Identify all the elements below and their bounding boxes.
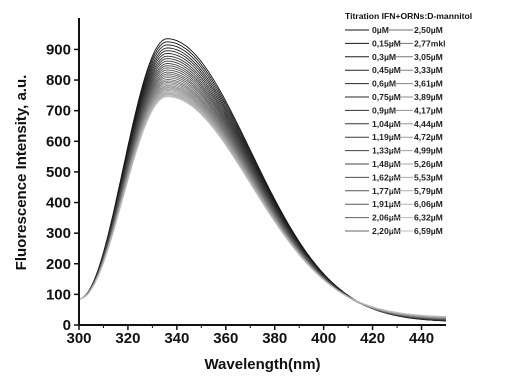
- legend-label-11: 1,62µM: [372, 172, 401, 182]
- legend-label-3: 0,45µM: [372, 65, 401, 75]
- legend-label-25: 4,99µM: [414, 146, 443, 156]
- legend-label-26: 5,26µM: [414, 159, 443, 169]
- legend-label-1: 0,15µM: [372, 38, 401, 48]
- x-tick-label: 340: [164, 330, 189, 347]
- y-tick-label: 300: [46, 225, 71, 242]
- legend-label-23: 4,44µM: [414, 119, 443, 129]
- y-tick-label: 800: [46, 72, 71, 89]
- series-line-31: [78, 96, 446, 317]
- legend-label-16: 2,50µM: [414, 25, 443, 35]
- y-tick-label: 500: [46, 164, 71, 181]
- legend-label-27: 5,53µM: [414, 172, 443, 182]
- legend-label-21: 3,89µM: [414, 92, 443, 102]
- x-tick-label: 320: [115, 330, 140, 347]
- legend-label-17: 2,77mkl: [414, 38, 446, 48]
- y-tick-label: 200: [46, 256, 71, 273]
- legend-title: Titration IFN+ORNs:D-mannitol: [345, 11, 472, 21]
- legend-label-8: 1,19µM: [372, 132, 401, 142]
- legend-label-7: 1,04µM: [372, 119, 401, 129]
- legend-label-28: 5,79µM: [414, 186, 443, 196]
- y-tick-label: 900: [46, 41, 71, 58]
- legend-label-20: 3,61µM: [414, 79, 443, 89]
- legend-label-30: 6,32µM: [414, 213, 443, 223]
- y-axis-title: Fluorescence Intensity, a.u.: [13, 75, 30, 271]
- legend-label-13: 1,91µM: [372, 199, 401, 209]
- plot-area: [78, 38, 447, 322]
- legend: Titration IFN+ORNs:D-mannitol 0µM 0,15µM 0…: [345, 11, 472, 236]
- ticks: 300 320 340 360 380 400 420 440 0 100 200 300 400 500…: [46, 41, 434, 347]
- legend-label-12: 1,77µM: [372, 186, 401, 196]
- legend-label-31: 6,59µM: [414, 226, 443, 236]
- legend-label-4: 0,6µM: [372, 79, 396, 89]
- x-tick-label: 300: [66, 330, 91, 347]
- x-tick-label: 400: [311, 330, 336, 347]
- legend-label-15: 2,20µM: [372, 226, 401, 236]
- legend-label-5: 0,75µM: [372, 92, 401, 102]
- legend-label-0: 0µM: [372, 25, 389, 35]
- legend-label-22: 4,17µM: [414, 105, 443, 115]
- legend-label-6: 0,9µM: [372, 105, 396, 115]
- legend-label-24: 4,72µM: [414, 132, 443, 142]
- y-tick-label: 100: [46, 286, 71, 303]
- y-tick-label: 600: [46, 133, 71, 150]
- legend-label-14: 2,06µM: [372, 213, 401, 223]
- legend-label-18: 3,05µM: [414, 52, 443, 62]
- x-tick-label: 440: [409, 330, 434, 347]
- legend-label-19: 3,33µM: [414, 65, 443, 75]
- y-tick-label: 0: [63, 317, 71, 334]
- y-tick-label: 700: [46, 103, 71, 120]
- legend-label-10: 1,48µM: [372, 159, 401, 169]
- y-tick-label: 400: [46, 195, 71, 212]
- x-tick-label: 420: [360, 330, 385, 347]
- x-tick-label: 380: [262, 330, 287, 347]
- legend-label-2: 0,3µM: [372, 52, 396, 62]
- x-tick-label: 360: [213, 330, 238, 347]
- x-axis-title: Wavelength(nm): [204, 356, 320, 373]
- legend-label-9: 1,33µM: [372, 146, 401, 156]
- legend-label-29: 6,06µM: [414, 199, 443, 209]
